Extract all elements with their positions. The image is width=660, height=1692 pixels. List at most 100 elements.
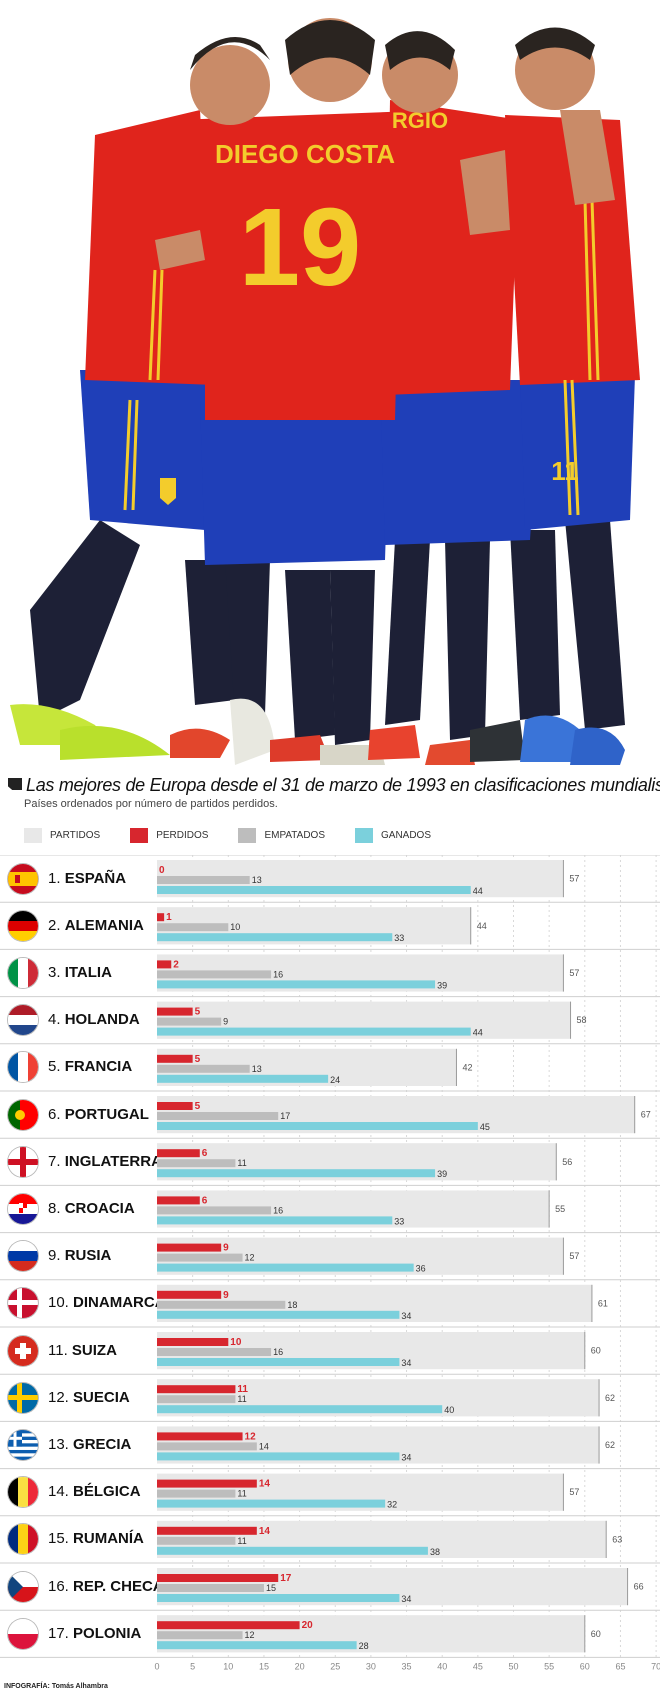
country-rank: 16.	[48, 1577, 74, 1595]
legend-label-ganados: GANADOS	[381, 830, 432, 841]
label-perdidos: 11	[237, 1384, 248, 1395]
label-empatados: 13	[252, 875, 262, 885]
label-perdidos: 5	[195, 1054, 201, 1065]
russia-flag-icon	[8, 1241, 38, 1272]
bar-ganados	[157, 1216, 393, 1225]
label-ganados: 34	[401, 1452, 411, 1462]
poland-flag-icon	[8, 1618, 38, 1649]
label-partidos: 61	[598, 1298, 608, 1308]
legend-item-partidos: PARTIDOS	[24, 828, 100, 843]
country-label: 7. INGLATERRA	[48, 1153, 162, 1170]
chart-title-text: Las mejores de Europa desde el 31 de mar…	[26, 775, 660, 795]
country-label: 4. HOLANDA	[48, 1011, 140, 1028]
x-tick-label: 35	[402, 1661, 412, 1671]
label-ganados: 44	[473, 1028, 483, 1038]
label-perdidos: 10	[230, 1337, 242, 1348]
label-perdidos: 14	[259, 1526, 271, 1537]
legend-swatch-ganados	[355, 828, 373, 843]
chart-subtitle: Países ordenados por número de partidos …	[24, 798, 278, 810]
country-label: 13. GRECIA	[48, 1436, 131, 1453]
x-tick-label: 60	[580, 1661, 590, 1671]
bar-empatados	[157, 1584, 264, 1592]
country-label: 17. POLONIA	[48, 1625, 141, 1642]
bar-perdidos	[157, 1196, 200, 1205]
crest-icon	[160, 478, 176, 505]
country-name: SUIZA	[71, 1341, 117, 1359]
label-ganados: 39	[437, 980, 447, 990]
label-partidos: 62	[605, 1440, 615, 1450]
country-name: DINAMARCA	[73, 1294, 166, 1312]
label-partidos: 56	[562, 1157, 572, 1167]
x-tick-label: 40	[437, 1661, 447, 1671]
shirt-name-2: RGIO	[392, 108, 448, 133]
label-ganados: 38	[430, 1547, 440, 1557]
label-partidos: 57	[569, 1251, 579, 1261]
country-rank: 9.	[48, 1247, 65, 1265]
x-tick-label: 45	[473, 1661, 483, 1671]
legend-label-perdidos: PERDIDOS	[156, 830, 209, 841]
sweden-flag-icon	[8, 1382, 38, 1413]
label-ganados: 34	[401, 1311, 411, 1321]
country-name: ITALIA	[64, 964, 112, 981]
label-empatados: 16	[273, 1347, 283, 1357]
bar-ganados	[157, 1405, 443, 1414]
country-label: 10. DINAMARCA	[48, 1294, 166, 1311]
country-rank: 5.	[48, 1058, 65, 1076]
country-rank: 3.	[48, 964, 65, 981]
country-rank: 15.	[48, 1530, 74, 1548]
switzerland-flag-icon	[8, 1335, 38, 1366]
country-rank: 6.	[48, 1105, 65, 1123]
label-empatados: 15	[266, 1583, 276, 1593]
bar-ganados	[157, 1122, 478, 1130]
label-ganados: 39	[437, 1169, 447, 1179]
bar-ganados	[157, 1546, 428, 1555]
france-flag-icon	[8, 1052, 38, 1083]
country-label: 15. RUMANÍA	[48, 1530, 144, 1547]
bar-ganados	[157, 1499, 386, 1508]
label-ganados: 40	[444, 1405, 454, 1415]
czech-flag-icon	[8, 1571, 38, 1602]
romania-flag-icon	[8, 1524, 38, 1555]
bar-perdidos	[157, 960, 172, 969]
x-tick-label: 30	[366, 1661, 376, 1671]
country-label: 9. RUSIA	[48, 1247, 111, 1264]
bar-empatados	[157, 1206, 272, 1215]
label-ganados: 45	[480, 1122, 490, 1132]
country-name: HOLANDA	[64, 1011, 140, 1029]
bar-empatados	[157, 1536, 236, 1545]
bar-ganados	[157, 1358, 400, 1366]
label-perdidos: 14	[259, 1479, 271, 1490]
country-label: 12. SUECIA	[48, 1389, 130, 1406]
label-empatados: 13	[252, 1064, 262, 1074]
country-rank: 10.	[48, 1294, 74, 1312]
bar-empatados	[157, 1159, 236, 1168]
italy-flag-icon	[8, 958, 38, 988]
germany-flag-icon	[8, 910, 38, 941]
country-name: GRECIA	[73, 1436, 132, 1453]
label-partidos: 63	[612, 1534, 622, 1544]
denmark-flag-icon	[8, 1288, 38, 1319]
x-tick-label: 20	[295, 1661, 305, 1671]
bar-ganados	[157, 1074, 329, 1083]
label-perdidos: 6	[202, 1195, 208, 1206]
bar-perdidos	[157, 1243, 222, 1252]
croatia-flag-icon	[8, 1194, 38, 1224]
legend-swatch-partidos	[24, 828, 42, 843]
label-partidos: 66	[634, 1582, 644, 1592]
bar-chart: 5701344441103357216395859444251324675174…	[0, 855, 660, 1671]
country-label: 6. PORTUGAL	[48, 1106, 149, 1123]
country-name: RUMANÍA	[73, 1530, 144, 1548]
label-perdidos: 0	[159, 865, 165, 876]
country-name: FRANCIA	[64, 1058, 133, 1076]
label-perdidos: 5	[195, 1101, 201, 1112]
country-label: 8. CROACIA	[48, 1200, 135, 1217]
bar-perdidos	[157, 1338, 229, 1346]
label-partidos: 60	[591, 1629, 601, 1639]
legend-swatch-empatados	[238, 828, 257, 843]
bar-perdidos	[157, 1432, 243, 1441]
label-partidos: 55	[555, 1204, 565, 1214]
x-tick-label: 50	[508, 1661, 518, 1671]
label-empatados: 18	[287, 1300, 297, 1310]
bar-ganados	[157, 933, 393, 942]
country-name: REP. CHECA	[73, 1577, 164, 1595]
